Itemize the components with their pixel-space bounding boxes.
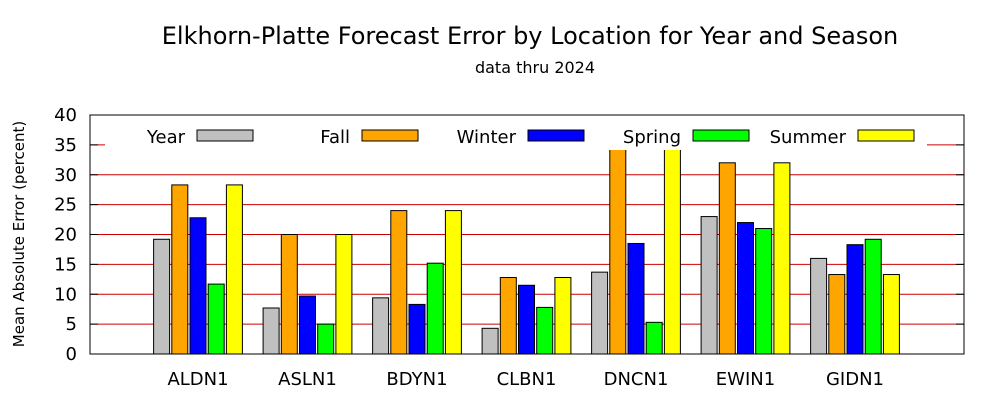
x-tick-label: DNCN1 — [604, 369, 669, 390]
bar-winter-ewin1 — [737, 222, 754, 355]
bar-winter-clbn1 — [518, 284, 535, 355]
y-tick-label: 0 — [66, 344, 77, 365]
bar-spring-dncn1 — [645, 321, 663, 355]
chart-title: Elkhorn-Platte Forecast Error by Locatio… — [162, 22, 898, 50]
bar-year-dncn1 — [591, 271, 609, 355]
legend-swatch-fall — [361, 129, 419, 142]
bar-summer-clbn1 — [554, 277, 572, 355]
legend-swatch-year — [196, 129, 254, 142]
bar-spring-gidn1 — [864, 238, 882, 355]
legend-label-summer: Summer — [770, 127, 847, 148]
y-tick-label: 30 — [54, 165, 77, 186]
x-tick-label: GIDN1 — [826, 369, 884, 390]
legend-label-winter: Winter — [457, 127, 517, 148]
legend-swatch-spring — [692, 129, 750, 142]
bar-year-clbn1 — [481, 327, 499, 355]
x-tick-label: EWIN1 — [716, 369, 775, 390]
legend-label-year: Year — [146, 127, 186, 148]
bar-winter-gidn1 — [846, 244, 864, 355]
x-tick-label: CLBN1 — [497, 369, 557, 390]
bar-fall-ewin1 — [718, 162, 736, 355]
bar-winter-bdyn1 — [408, 303, 426, 355]
bars-group — [153, 145, 900, 355]
bar-spring-aldn1 — [207, 283, 225, 355]
bar-year-aldn1 — [153, 238, 171, 355]
bar-fall-aldn1 — [171, 184, 189, 355]
bar-year-ewin1 — [700, 216, 718, 355]
bar-fall-clbn1 — [499, 277, 517, 355]
chart-subtitle: data thru 2024 — [475, 58, 595, 77]
y-tick-label: 15 — [54, 254, 77, 275]
bar-spring-ewin1 — [755, 228, 773, 355]
bar-summer-bdyn1 — [444, 210, 462, 355]
legend-label-spring: Spring — [623, 127, 681, 148]
axes: ALDN1 ASLN1 BDYN1 CLBN1 DNCN1 EWIN1 GIDN1 0 5 10 1… — [54, 105, 965, 390]
bar-year-bdyn1 — [372, 297, 390, 355]
bar-spring-bdyn1 — [426, 262, 444, 355]
y-tick-label: 40 — [54, 105, 77, 126]
legend-swatch-winter — [527, 129, 585, 142]
bar-fall-asln1 — [280, 234, 298, 355]
bar-year-gidn1 — [810, 257, 828, 355]
bar-fall-bdyn1 — [390, 210, 408, 355]
y-tick-label: 5 — [66, 314, 77, 335]
bar-fall-gidn1 — [828, 274, 846, 355]
x-tick-label: ALDN1 — [167, 369, 228, 390]
y-axis-label: Mean Absolute Error (percent) — [10, 121, 28, 347]
bar-year-asln1 — [262, 307, 280, 355]
y-tick-label: 20 — [54, 225, 77, 246]
x-tick-label: ASLN1 — [278, 369, 337, 390]
bar-winter-asln1 — [299, 295, 316, 355]
legend-label-fall: Fall — [320, 127, 350, 148]
bar-spring-asln1 — [317, 323, 335, 355]
bar-summer-gidn1 — [882, 274, 900, 355]
y-tick-label: 35 — [54, 135, 77, 156]
legend: Year Fall Winter Spring Summer — [105, 124, 927, 150]
bar-summer-ewin1 — [773, 162, 791, 355]
bar-summer-asln1 — [335, 234, 353, 355]
bar-summer-dncn1 — [663, 145, 681, 355]
y-tick-label: 25 — [54, 195, 77, 216]
legend-swatch-summer — [857, 129, 915, 142]
bar-summer-aldn1 — [225, 184, 243, 355]
bar-winter-dncn1 — [627, 242, 645, 355]
bar-spring-clbn1 — [536, 306, 554, 355]
y-tick-label: 10 — [54, 284, 77, 305]
bar-fall-dncn1 — [609, 145, 627, 355]
x-tick-label: BDYN1 — [386, 369, 447, 390]
bar-winter-aldn1 — [189, 217, 207, 355]
